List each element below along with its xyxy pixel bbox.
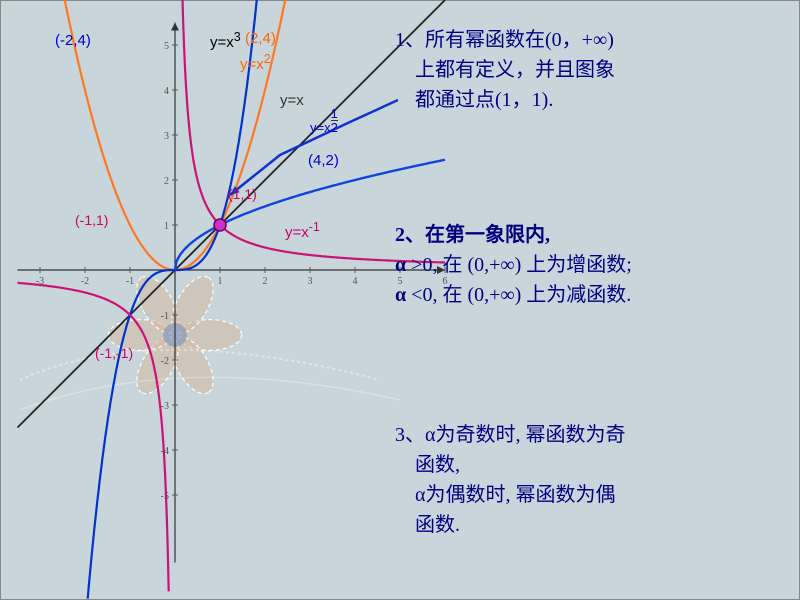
label-24: (2,4): [245, 30, 276, 47]
label-42: (4,2): [308, 152, 339, 169]
svg-text:5: 5: [164, 41, 169, 52]
svg-text:-1: -1: [126, 276, 134, 287]
svg-text:1: 1: [164, 221, 169, 232]
label-neg24: (-2,4): [55, 32, 91, 49]
svg-text:-3: -3: [161, 401, 169, 412]
label-11p: (1,1): [228, 186, 257, 202]
svg-text:1: 1: [218, 276, 223, 287]
svg-text:2: 2: [164, 176, 169, 187]
note-1: 1、所有幂函数在(0，+∞) 上都有定义，并且图象 都通过点(1，1).: [395, 25, 775, 115]
label-sqrt: y=x12: [310, 107, 338, 135]
svg-text:-2: -2: [81, 276, 89, 287]
svg-text:-1: -1: [161, 311, 169, 322]
note-3: 3、α为奇数时, 幂函数为奇 函数, α为偶数时, 幂函数为偶 函数.: [395, 420, 785, 540]
svg-text:3: 3: [308, 276, 313, 287]
svg-text:-2: -2: [161, 356, 169, 367]
label-x3: y=x3: [210, 30, 241, 51]
svg-text:2: 2: [263, 276, 268, 287]
svg-text:4: 4: [353, 276, 358, 287]
label-x2: y=x2: [240, 52, 271, 73]
svg-text:3: 3: [164, 131, 169, 142]
svg-text:4: 4: [164, 86, 169, 97]
label-yx: y=x: [280, 92, 304, 109]
label-n1n1: (-1,-1): [95, 345, 133, 361]
label-n11: (-1,1): [75, 212, 108, 228]
note-2: 2、在第一象限内, α >0, 在 (0,+∞) 上为增函数; α <0, 在 …: [395, 220, 795, 310]
label-xinv: y=x-1: [285, 220, 320, 241]
